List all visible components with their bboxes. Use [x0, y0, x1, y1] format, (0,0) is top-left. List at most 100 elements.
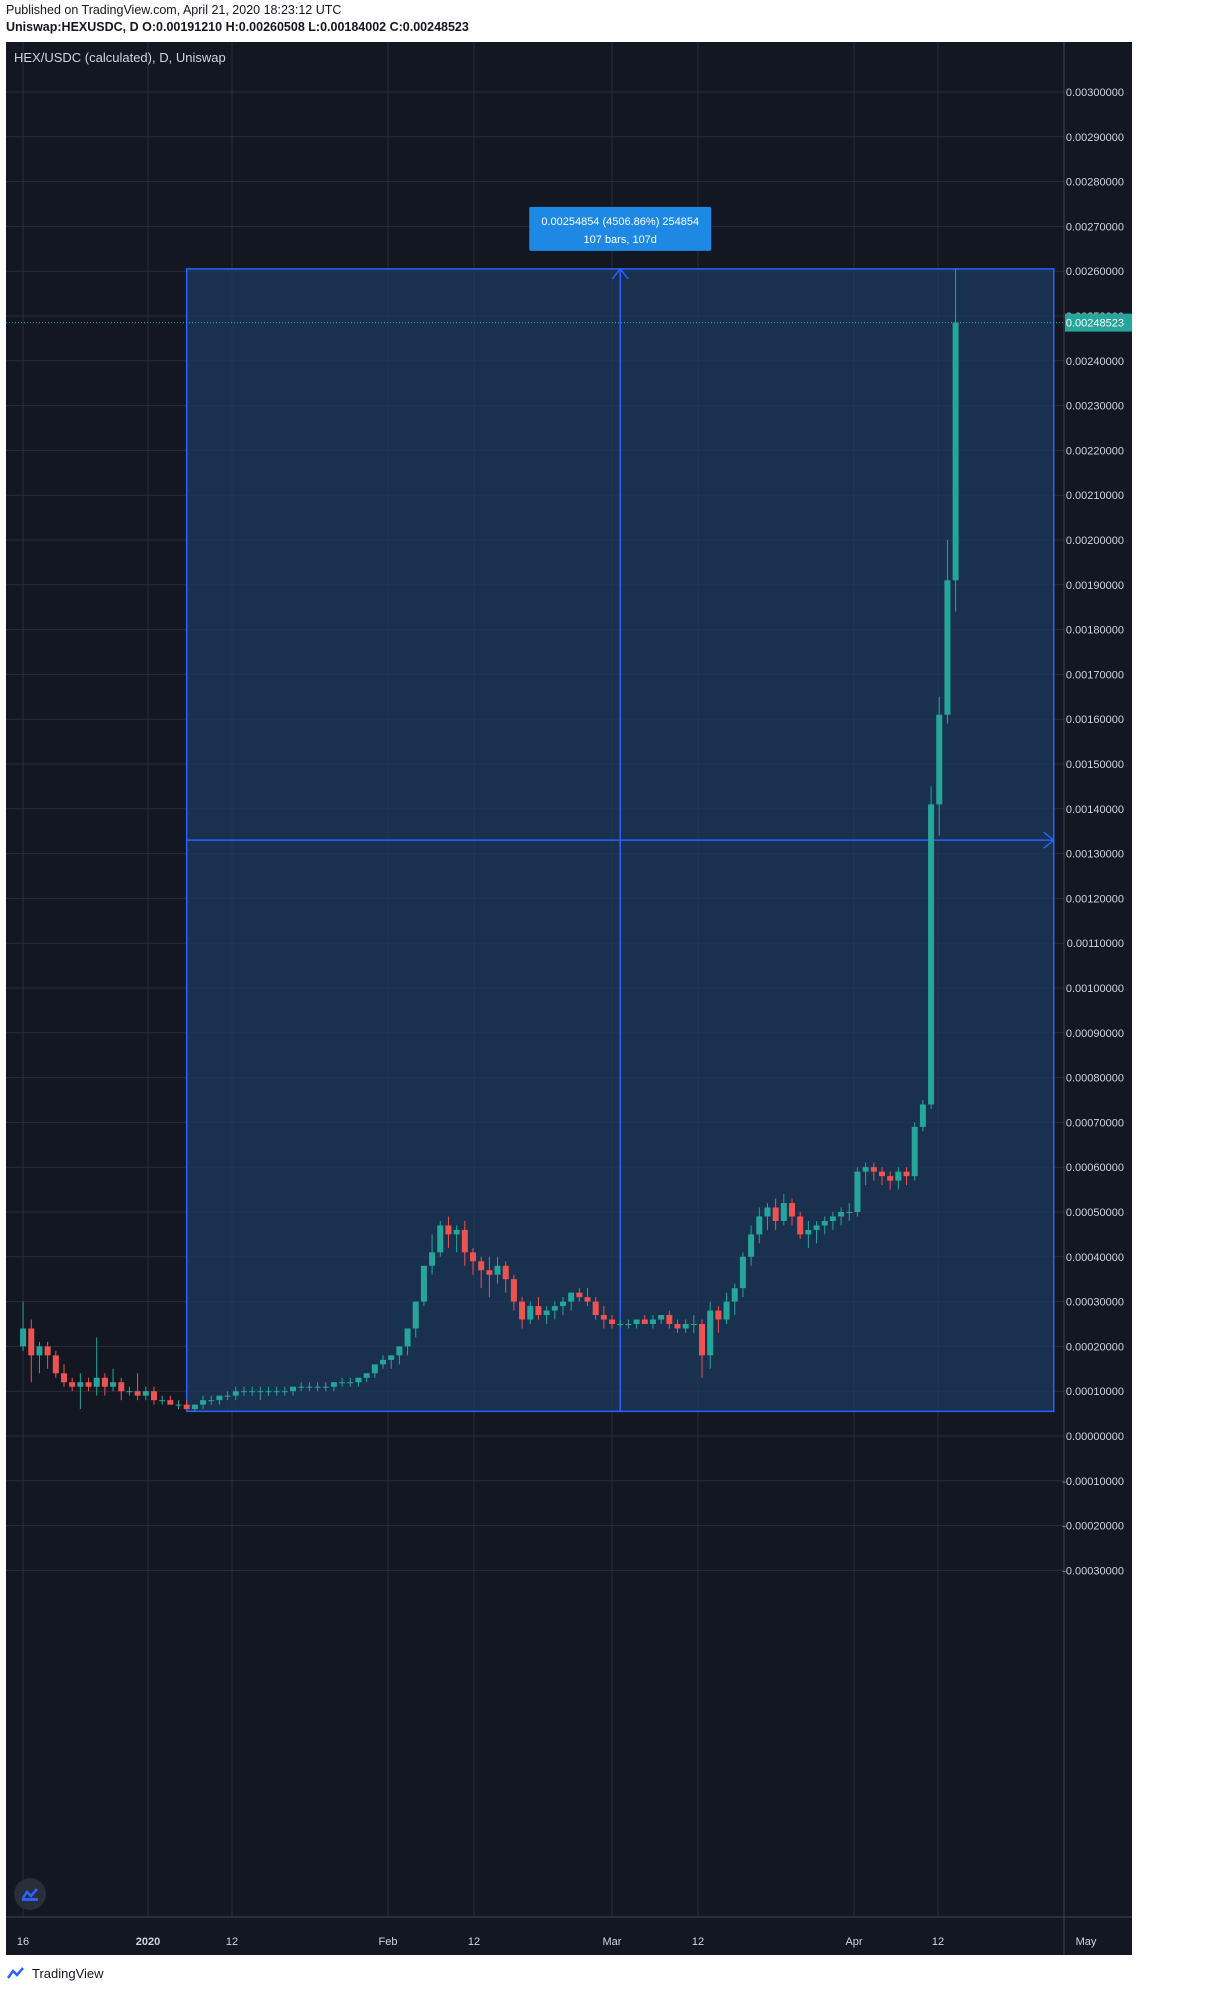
candle-body [298, 1386, 305, 1388]
symbol-title: HEX/USDC (calculated), D, Uniswap [14, 50, 226, 65]
candle-body [551, 1306, 558, 1311]
symbol-line: Uniswap:HEXUSDC, D [6, 20, 139, 34]
candle-body [633, 1319, 640, 1324]
candle-body [780, 1203, 787, 1221]
candle-body [388, 1355, 395, 1360]
candle-body [330, 1382, 337, 1387]
y-tick-label: 0.00030000 [1066, 1297, 1124, 1309]
y-tick-label: 0.00050000 [1066, 1207, 1124, 1219]
y-tick-label: 0.00100000 [1066, 983, 1124, 995]
candle-body [928, 804, 935, 1105]
y-tick-label: 0.00180000 [1066, 625, 1124, 637]
candle-body [60, 1373, 67, 1383]
candle-body [110, 1382, 117, 1387]
candle-body [870, 1167, 877, 1172]
y-tick-label: 0.00260000 [1066, 266, 1124, 278]
candle-body [699, 1324, 706, 1356]
candle-body [249, 1391, 256, 1393]
candle-body [658, 1315, 665, 1320]
candle-body [453, 1229, 460, 1235]
y-tick-label: 0.00110000 [1067, 938, 1124, 950]
candle-body [903, 1171, 910, 1177]
candle-body [944, 580, 951, 715]
ohlc-legend: Uniswap:HEXUSDC, D O:0.00191210 H:0.0026… [6, 20, 469, 34]
close-value: C:0.00248523 [389, 20, 469, 34]
y-tick-label: -0.00030000 [1062, 1565, 1124, 1577]
candle-body [739, 1256, 746, 1289]
candle-body [159, 1400, 166, 1402]
chart-pane[interactable]: 0.00300000 0.00290000 0.00280000 0.00270000… [6, 42, 1132, 1955]
y-tick-label: 0.00080000 [1066, 1073, 1124, 1085]
y-tick-label: 0.00120000 [1066, 893, 1124, 905]
candle-body [715, 1310, 722, 1320]
candle-body [363, 1373, 370, 1378]
candle-body [584, 1297, 591, 1302]
measure-label-box [529, 206, 712, 251]
candle-body [69, 1382, 76, 1387]
candle-body [232, 1391, 239, 1396]
candle-body [682, 1324, 689, 1329]
candle-body [568, 1292, 575, 1302]
candle-body [494, 1265, 501, 1275]
candle-body [895, 1171, 902, 1181]
x-tick-label: 16 [17, 1936, 29, 1948]
published-info: Published on TradingView.com, April 21, … [6, 3, 342, 17]
candle-body [306, 1386, 313, 1388]
candle-body [461, 1229, 468, 1253]
candle-body [347, 1382, 354, 1384]
y-tick-label: -0.00010000 [1062, 1476, 1124, 1488]
candle-body [592, 1301, 599, 1316]
candle-body [649, 1319, 656, 1324]
candle-body [93, 1377, 100, 1387]
y-tick-label: 0.00000000 [1066, 1431, 1124, 1443]
candle-body [952, 322, 959, 581]
x-tick-label: May [1076, 1936, 1097, 1948]
candle-body [216, 1395, 223, 1401]
candle-body [936, 714, 943, 805]
candle-body [224, 1395, 231, 1397]
candle-body [20, 1328, 27, 1347]
candle-body [380, 1359, 387, 1365]
tradingview-logo-icon [6, 1967, 24, 1979]
y-tick-label: 0.00160000 [1066, 714, 1124, 726]
x-tick-label: 12 [692, 1936, 704, 1948]
candle-body [371, 1364, 378, 1374]
tradingview-badge-icon[interactable] [14, 1878, 46, 1910]
measure-label-line2: 107 bars, 107d [584, 234, 657, 246]
x-tick-label: Apr [845, 1936, 862, 1948]
y-tick-label: 0.00240000 [1066, 356, 1124, 368]
y-tick-label: 0.00170000 [1066, 669, 1124, 681]
open-value: O:0.00191210 [142, 20, 223, 34]
x-tick-label: 12 [468, 1936, 480, 1948]
candle-body [625, 1324, 632, 1325]
x-tick-label: Feb [379, 1936, 398, 1948]
candle-body [396, 1346, 403, 1356]
tradingview-footer-logo[interactable]: TradingView [6, 1962, 104, 1984]
candle-body [764, 1207, 771, 1217]
candle-body [281, 1391, 288, 1393]
candle-body [265, 1391, 272, 1393]
y-tick-label: 0.00270000 [1066, 221, 1124, 233]
candle-body [789, 1203, 796, 1217]
candle-body [469, 1252, 476, 1262]
candle-body [756, 1216, 763, 1235]
candle-body [273, 1391, 280, 1393]
y-tick-label: 0.00210000 [1066, 490, 1124, 502]
price-chart[interactable]: 0.00300000 0.00290000 0.00280000 0.00270000… [6, 42, 1132, 1955]
y-tick-label: 0.00020000 [1066, 1341, 1124, 1353]
candle-body [175, 1404, 182, 1406]
candle-body [510, 1279, 517, 1302]
y-tick-label: 0.00220000 [1066, 445, 1124, 457]
measure-label-line1: 0.00254854 (4506.86%) 254854 [541, 216, 699, 228]
x-tick-label: 12 [932, 1936, 944, 1948]
candle-body [118, 1382, 125, 1392]
candle-body [878, 1171, 885, 1177]
candle-body [666, 1315, 673, 1324]
candle-body [854, 1171, 861, 1212]
candle-body [731, 1288, 738, 1302]
candle-body [257, 1391, 264, 1393]
candle-body [167, 1400, 174, 1405]
y-tick-label: 0.00140000 [1066, 804, 1124, 816]
x-tick-label: 2020 [136, 1936, 160, 1948]
candle-body [838, 1212, 845, 1217]
